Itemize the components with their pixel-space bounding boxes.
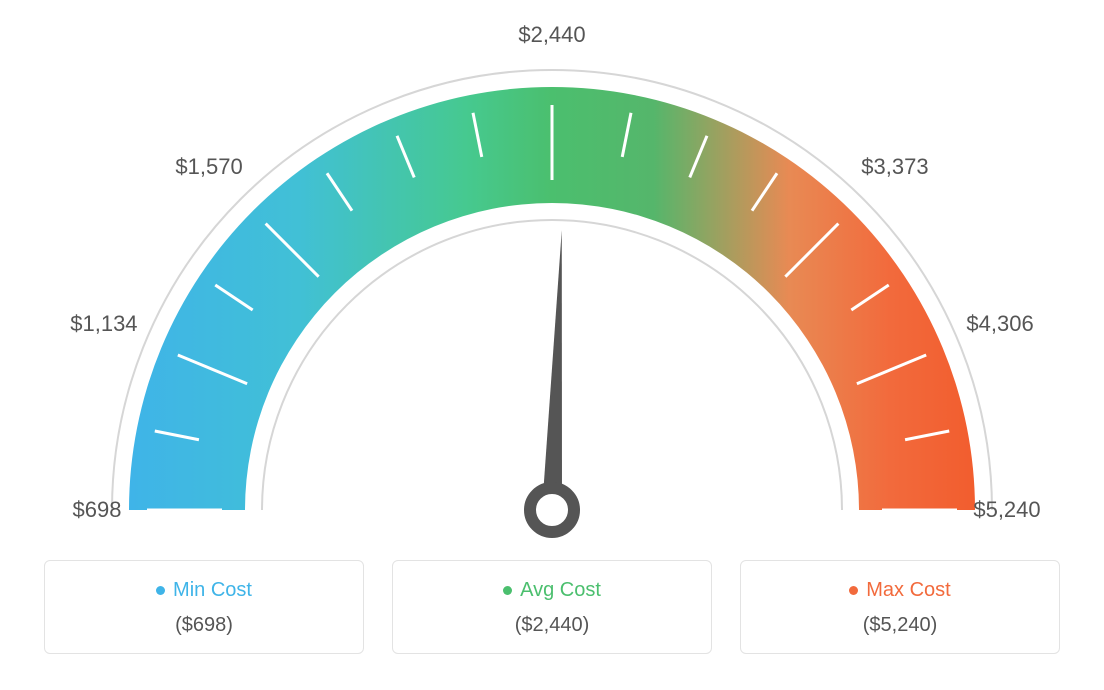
legend-value-avg: ($2,440) xyxy=(403,614,701,637)
legend-title-max: Max Cost xyxy=(849,579,950,602)
gauge-tick-label: $698 xyxy=(73,497,122,523)
legend-label-max: Max Cost xyxy=(866,579,950,602)
gauge-chart: $698 $1,134 $1,570 $2,440 $3,373 $4,306 $5,240 xyxy=(20,20,1084,540)
gauge-tick-label: $1,134 xyxy=(70,311,137,337)
legend-dot-avg xyxy=(503,586,512,595)
legend-card-min: Min Cost ($698) xyxy=(44,560,364,654)
legend-value-min: ($698) xyxy=(55,614,353,637)
gauge-tick-label: $1,570 xyxy=(175,154,242,180)
legend-dot-max xyxy=(849,586,858,595)
gauge-tick-label: $3,373 xyxy=(861,154,928,180)
legend-title-min: Min Cost xyxy=(156,579,252,602)
legend-row: Min Cost ($698) Avg Cost ($2,440) Max Co… xyxy=(20,560,1084,654)
legend-card-avg: Avg Cost ($2,440) xyxy=(392,560,712,654)
legend-value-max: ($5,240) xyxy=(751,614,1049,637)
gauge-tick-label: $5,240 xyxy=(973,497,1040,523)
gauge-tick-label: $4,306 xyxy=(966,311,1033,337)
gauge-tick-label: $2,440 xyxy=(518,22,585,48)
legend-card-max: Max Cost ($5,240) xyxy=(740,560,1060,654)
legend-label-avg: Avg Cost xyxy=(520,579,601,602)
legend-dot-min xyxy=(156,586,165,595)
legend-label-min: Min Cost xyxy=(173,579,252,602)
legend-title-avg: Avg Cost xyxy=(503,579,601,602)
gauge-svg xyxy=(20,20,1084,540)
